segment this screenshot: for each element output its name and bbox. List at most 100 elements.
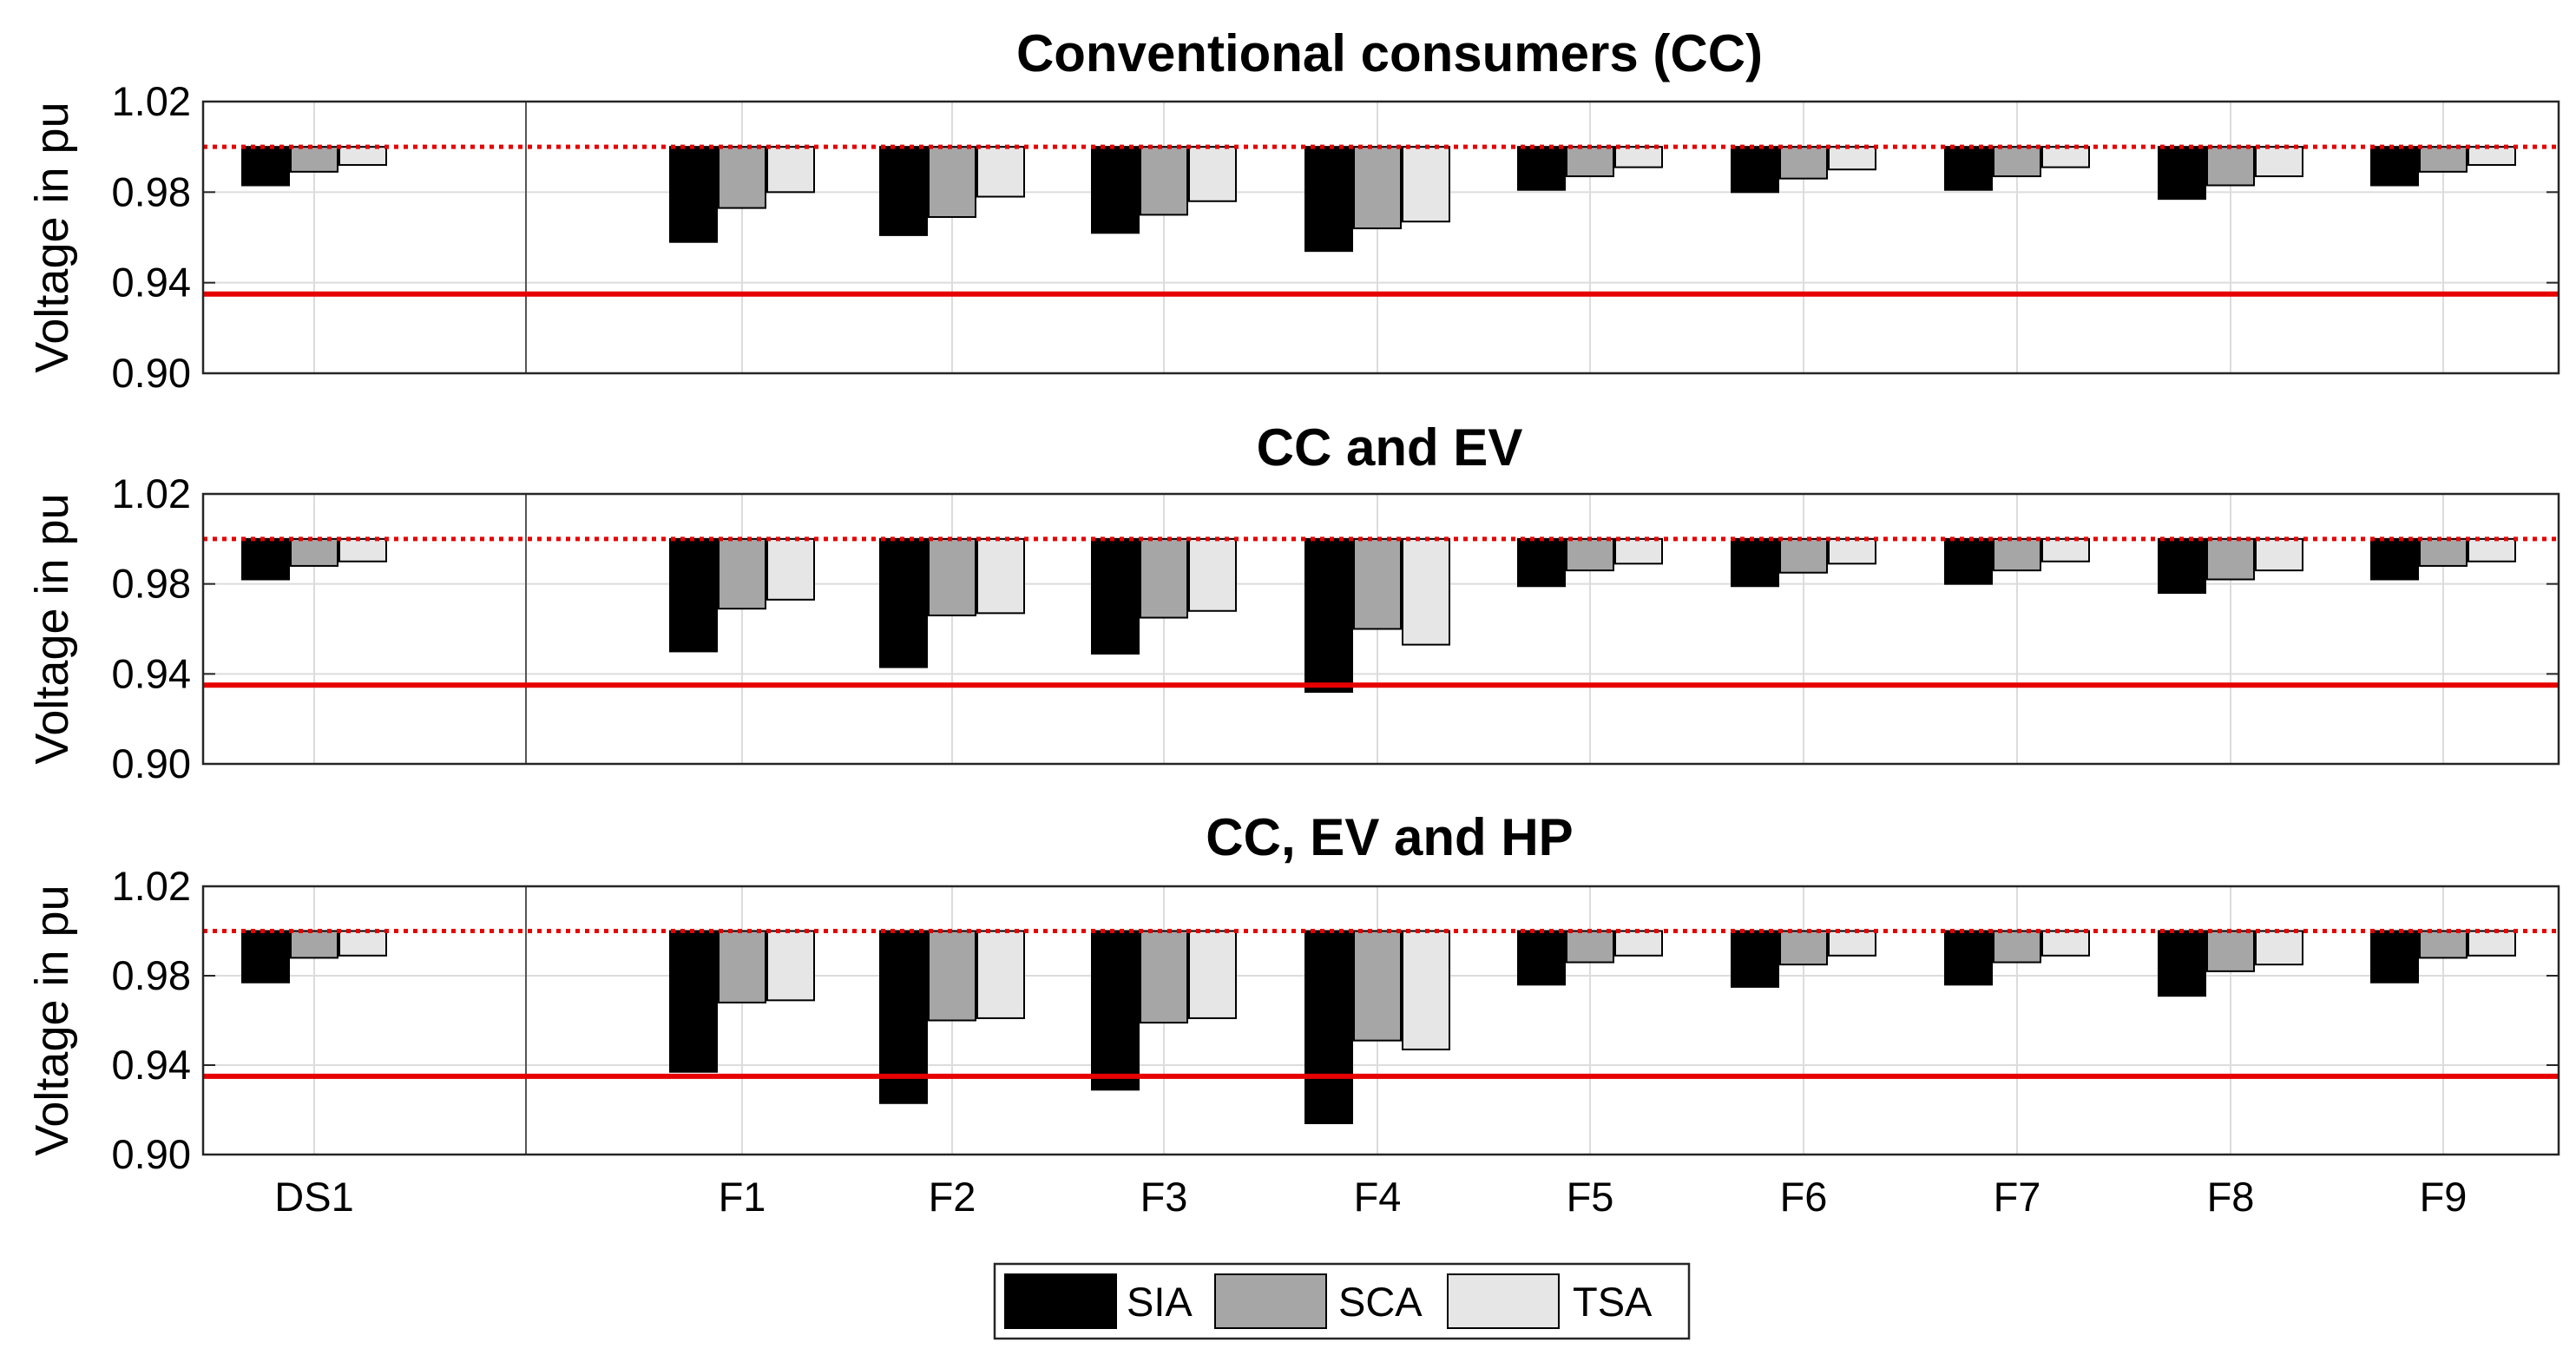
x-tick-label: F4 (1354, 1174, 1402, 1220)
bar-sca-f7 (1993, 930, 2041, 964)
bar-tsa-f6 (1828, 146, 1876, 171)
bar-tsa-ds1 (338, 930, 387, 957)
bar-sca-f7 (1993, 146, 2041, 178)
bar-sia-f6 (1731, 930, 1779, 988)
bar-sca-f5 (1566, 537, 1614, 572)
bar-tsa-f1 (766, 537, 815, 601)
bar-sca-f5 (1566, 930, 1614, 964)
bar-sca-ds1 (290, 146, 338, 173)
x-tick-label: F5 (1567, 1174, 1614, 1220)
bar-sia-f7 (1944, 537, 1993, 585)
bar-sca-f1 (718, 537, 766, 610)
bar-sca-f3 (1140, 930, 1188, 1024)
bar-sia-f9 (2370, 930, 2419, 984)
axes-box (201, 885, 2560, 1156)
x-tick-label: F9 (2420, 1174, 2468, 1220)
bar-tsa-f5 (1614, 930, 1663, 957)
bar-tsa-f8 (2255, 146, 2303, 178)
chart-title: CC and EV (1257, 418, 1523, 477)
bar-sia-f6 (1731, 146, 1779, 194)
bar-tsa-f9 (2468, 146, 2516, 167)
bar-sca-f1 (718, 930, 766, 1003)
x-tick-label: F8 (2207, 1174, 2255, 1220)
bar-sia-f5 (1517, 537, 1566, 588)
bar-sca-f4 (1353, 537, 1402, 630)
y-tick-label: 0.98 (112, 168, 191, 214)
legend-swatch-sia (1004, 1273, 1117, 1329)
bar-tsa-f3 (1188, 537, 1237, 612)
bar-sia-ds1 (241, 537, 290, 581)
bar-tsa-ds1 (338, 537, 387, 563)
x-tick-label: F7 (1994, 1174, 2041, 1220)
bar-tsa-f5 (1614, 146, 1663, 168)
bar-sia-f5 (1517, 930, 1566, 986)
bar-sia-f8 (2158, 930, 2206, 997)
bar-sca-f8 (2206, 930, 2255, 972)
bar-tsa-f4 (1402, 146, 1450, 223)
legend-swatch-tsa (1447, 1273, 1560, 1329)
y-axis-label: Voltage in pu (26, 102, 78, 372)
bar-tsa-f8 (2255, 537, 2303, 572)
y-tick-label: 0.90 (112, 350, 191, 396)
y-tick-label: 0.90 (112, 740, 191, 786)
bar-sia-f7 (1944, 146, 1993, 191)
bar-sia-f4 (1304, 146, 1353, 253)
y-tick-label: 1.02 (112, 863, 191, 909)
bar-sia-f2 (879, 146, 928, 236)
bar-sia-f4 (1304, 537, 1353, 694)
bar-sca-f9 (2419, 930, 2468, 959)
bar-tsa-f7 (2041, 146, 2090, 168)
bar-tsa-f1 (766, 930, 815, 1002)
bar-sca-ds1 (290, 930, 338, 959)
bar-tsa-f8 (2255, 930, 2303, 966)
bar-tsa-f6 (1828, 537, 1876, 565)
x-tick-label: F1 (719, 1174, 766, 1220)
y-tick-label: 1.02 (112, 78, 191, 124)
bar-tsa-ds1 (338, 146, 387, 167)
bar-tsa-f6 (1828, 930, 1876, 957)
y-tick-label: 0.94 (112, 260, 191, 306)
axes-box (201, 492, 2560, 766)
bar-sia-f1 (669, 537, 718, 653)
bar-sca-f3 (1140, 537, 1188, 619)
bar-tsa-f5 (1614, 537, 1663, 565)
bar-tsa-f4 (1402, 537, 1450, 646)
bar-sca-f4 (1353, 930, 1402, 1042)
bar-sca-f5 (1566, 146, 1614, 178)
y-tick-label: 0.98 (112, 952, 191, 998)
bar-tsa-f9 (2468, 537, 2516, 563)
bar-sca-f2 (928, 146, 976, 219)
bar-tsa-f2 (976, 146, 1025, 198)
y-axis-label: Voltage in pu (26, 885, 78, 1155)
chart-title: Conventional consumers (CC) (1016, 24, 1763, 82)
bar-sia-f3 (1091, 537, 1140, 655)
bar-sia-f9 (2370, 537, 2419, 581)
bar-sca-f1 (718, 146, 766, 209)
bar-sia-f6 (1731, 537, 1779, 588)
y-tick-label: 0.94 (112, 650, 191, 696)
bar-sca-f7 (1993, 537, 2041, 572)
bar-sca-f2 (928, 930, 976, 1022)
bar-tsa-f7 (2041, 930, 2090, 957)
bar-sia-f1 (669, 930, 718, 1073)
bar-sca-f9 (2419, 537, 2468, 567)
bar-tsa-f3 (1188, 146, 1237, 202)
axes-box (201, 100, 2560, 375)
bar-tsa-f7 (2041, 537, 2090, 563)
legend-swatch-sca (1214, 1273, 1327, 1329)
bar-sca-f4 (1353, 146, 1402, 230)
x-tick-label: F3 (1140, 1174, 1188, 1220)
bar-sia-f3 (1091, 146, 1140, 234)
bar-sia-f8 (2158, 146, 2206, 201)
x-tick-label: F2 (929, 1174, 976, 1220)
bar-sia-f3 (1091, 930, 1140, 1091)
bar-sia-f8 (2158, 537, 2206, 595)
bar-tsa-f4 (1402, 930, 1450, 1050)
bar-sca-f3 (1140, 146, 1188, 216)
bar-sca-f8 (2206, 537, 2255, 581)
legend-label-sca: SCA (1338, 1279, 1423, 1325)
bar-tsa-f1 (766, 146, 815, 194)
x-tick-label: DS1 (274, 1174, 353, 1220)
